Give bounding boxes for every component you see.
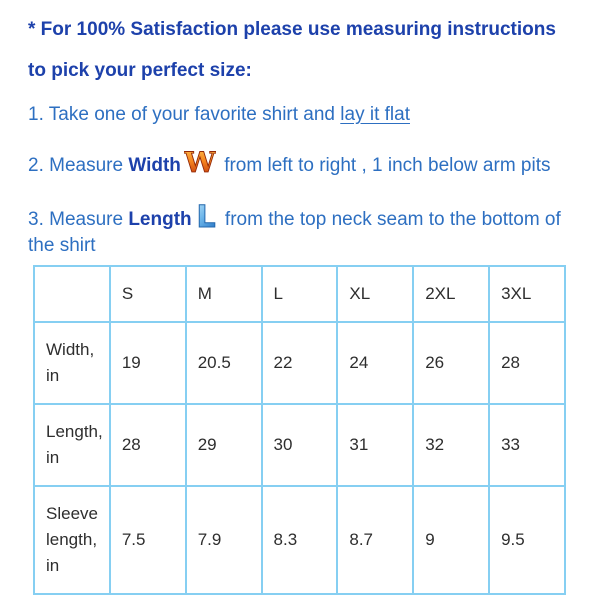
size-table-header-row: S M L XL 2XL 3XL xyxy=(33,265,566,323)
sleeve-cell-s: 7.5 xyxy=(108,485,187,595)
length-cell-xl: 31 xyxy=(336,403,415,487)
step-3: 3. Measure Length L from the top neck se… xyxy=(28,197,574,259)
row-label-width: Width, in xyxy=(33,321,111,405)
length-cell-3xl: 33 xyxy=(488,403,566,487)
length-cell-2xl: 32 xyxy=(412,403,491,487)
step-2-text: 2. Measure xyxy=(28,155,129,176)
size-table-corner-cell xyxy=(33,265,111,323)
step-2: 2. Measure Width W from left to right , … xyxy=(28,143,574,179)
sleeve-cell-xl: 8.7 xyxy=(336,485,415,595)
sleeve-cell-m: 7.9 xyxy=(184,485,263,595)
length-letter-icon: L xyxy=(196,200,216,234)
step-3-line-2: the shirt xyxy=(28,235,96,256)
size-col-header-m: M xyxy=(184,265,263,323)
row-label-sleeve: Sleeve length, in xyxy=(33,485,111,595)
width-cell-l: 22 xyxy=(260,321,339,405)
length-cell-m: 29 xyxy=(184,403,263,487)
step-3-text-after: from the top neck seam to the bottom of xyxy=(219,209,561,230)
length-keyword: Length xyxy=(128,209,192,230)
width-letter-glyph: W xyxy=(184,146,216,179)
sleeve-length-row: Sleeve length, in 7.5 7.9 8.3 8.7 9 9.5 xyxy=(33,485,566,595)
width-cell-xl: 24 xyxy=(336,321,415,405)
step-2-text-after: from left to right , 1 inch below arm pi… xyxy=(218,155,551,176)
width-letter-icon: W xyxy=(184,146,216,179)
size-col-header-s: S xyxy=(108,265,187,323)
length-cell-l: 30 xyxy=(260,403,339,487)
step-3-line-1: 3. Measure Length L from the top neck se… xyxy=(28,197,574,234)
width-row: Width, in 19 20.5 22 24 26 28 xyxy=(33,321,566,405)
size-col-header-xl: XL xyxy=(336,265,415,323)
row-label-length: Length, in xyxy=(33,403,111,487)
size-col-header-2xl: 2XL xyxy=(412,265,491,323)
step-1: 1. Take one of your favorite shirt and l… xyxy=(28,102,574,128)
width-keyword: Width xyxy=(128,155,181,176)
size-col-header-l: L xyxy=(260,265,339,323)
length-row: Length, in 28 29 30 31 32 33 xyxy=(33,403,566,487)
width-cell-s: 19 xyxy=(108,321,187,405)
sleeve-cell-3xl: 9.5 xyxy=(488,485,566,595)
step-1-text: 1. Take one of your favorite shirt and xyxy=(28,104,341,125)
intro-line-1: * For 100% Satisfaction please use measu… xyxy=(28,19,556,40)
length-cell-s: 28 xyxy=(108,403,187,487)
sleeve-cell-l: 8.3 xyxy=(260,485,339,595)
lay-it-flat-link[interactable]: lay it flat xyxy=(340,104,410,125)
width-cell-3xl: 28 xyxy=(488,321,566,405)
step-3-text: 3. Measure xyxy=(28,209,129,230)
length-letter-glyph: L xyxy=(196,200,215,233)
size-col-header-3xl: 3XL xyxy=(488,265,566,323)
intro-line-2: to pick your perfect size: xyxy=(28,60,252,81)
size-chart-table: S M L XL 2XL 3XL Width, in 19 20.5 22 24… xyxy=(33,265,566,595)
sleeve-cell-2xl: 9 xyxy=(412,485,491,595)
width-cell-m: 20.5 xyxy=(184,321,263,405)
width-cell-2xl: 26 xyxy=(412,321,491,405)
